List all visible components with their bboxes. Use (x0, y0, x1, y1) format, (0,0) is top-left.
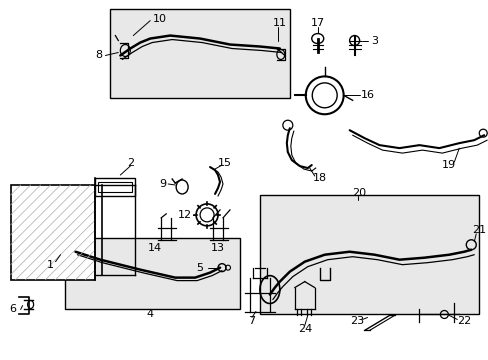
Text: 4: 4 (146, 310, 154, 319)
Text: 16: 16 (360, 90, 374, 100)
Bar (95, 178, 135, 196)
Text: 19: 19 (441, 160, 455, 170)
Text: 6: 6 (9, 305, 16, 315)
Text: 7: 7 (248, 316, 255, 327)
Text: 5: 5 (196, 263, 203, 273)
Text: 21: 21 (471, 225, 485, 235)
Text: 15: 15 (218, 158, 231, 168)
Text: 14: 14 (148, 243, 162, 253)
Bar (110, 9, 289, 98)
Ellipse shape (311, 33, 323, 44)
Text: 10: 10 (153, 14, 167, 24)
Text: 18: 18 (312, 173, 326, 183)
Bar (65, 238, 240, 310)
Text: 20: 20 (352, 188, 366, 198)
Text: 2: 2 (126, 158, 134, 168)
Text: 24: 24 (297, 324, 311, 334)
Bar (260, 195, 478, 315)
Text: 17: 17 (310, 18, 324, 28)
Text: 9: 9 (159, 179, 166, 189)
Text: 3: 3 (370, 36, 377, 46)
Text: 23: 23 (350, 316, 364, 327)
Bar (11, 185, 95, 280)
Text: 12: 12 (178, 210, 192, 220)
Text: 8: 8 (95, 50, 102, 60)
Bar (98, 182, 132, 192)
Text: 22: 22 (456, 316, 470, 327)
Text: 11: 11 (272, 18, 286, 28)
Text: 13: 13 (211, 243, 224, 253)
Ellipse shape (349, 36, 359, 45)
Text: 1: 1 (47, 260, 54, 270)
